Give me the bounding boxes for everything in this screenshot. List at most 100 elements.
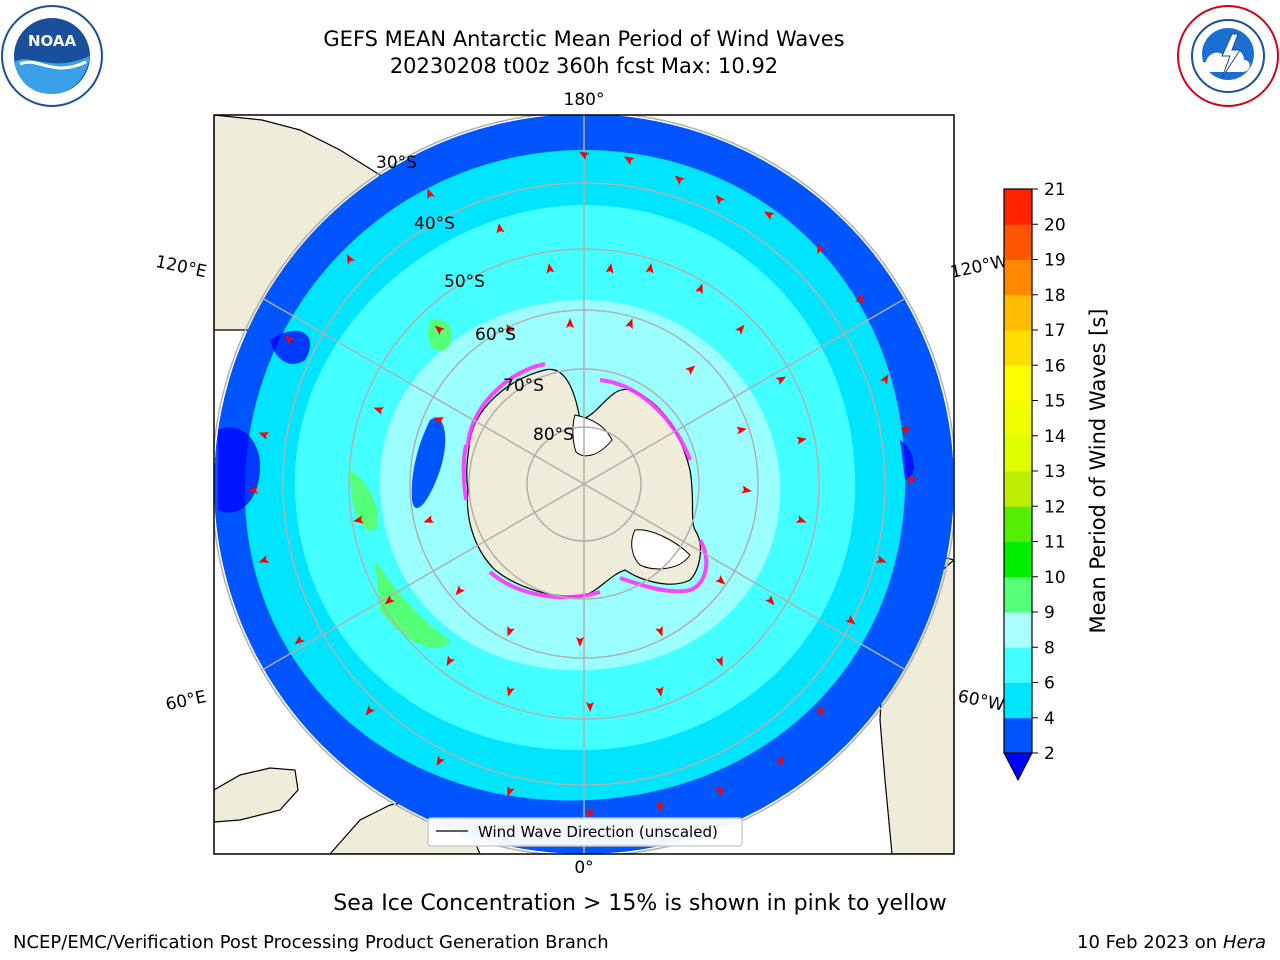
arrow bbox=[845, 615, 856, 625]
arrow bbox=[715, 575, 726, 585]
arrow bbox=[576, 637, 584, 647]
arrow bbox=[775, 755, 783, 767]
arrow bbox=[715, 655, 723, 667]
arrow bbox=[900, 426, 912, 435]
lon-label-120e: 120°E bbox=[154, 252, 209, 282]
colorbar-tick-label: 20 bbox=[1044, 215, 1066, 235]
lat-label-30s: 30°S bbox=[376, 153, 417, 173]
arrow bbox=[880, 373, 889, 385]
arrow bbox=[258, 432, 270, 440]
lat-label-40s: 40°S bbox=[414, 214, 455, 234]
colorbar-tick-label: 12 bbox=[1044, 497, 1066, 517]
colorbar-band bbox=[1004, 682, 1032, 719]
date-line: 10 Feb 2023 on Hera bbox=[1077, 932, 1266, 953]
arrow bbox=[625, 318, 633, 330]
colorbar-band bbox=[1004, 330, 1032, 366]
arrow bbox=[373, 407, 385, 415]
colorbar-ticks: 2 4 6 8 9 10 11 12 13 14 15 16 17 18 19 20 21 bbox=[1032, 180, 1066, 764]
legend-label: Wind Wave Direction (unscaled) bbox=[478, 823, 718, 841]
lon-label-60w: 60°W bbox=[956, 686, 1006, 715]
weddell-ice-shelf bbox=[631, 529, 691, 570]
colorbar-tick-label: 21 bbox=[1044, 180, 1066, 200]
colorbar-tick-label: 18 bbox=[1044, 286, 1066, 306]
arrow bbox=[655, 625, 663, 637]
arrow bbox=[796, 436, 807, 445]
ross-ice-shelf bbox=[572, 414, 613, 457]
sea-ice-note: Sea Ice Concentration > 15% is shown in … bbox=[333, 891, 947, 916]
arrow bbox=[685, 365, 696, 375]
arrow bbox=[855, 293, 864, 304]
lon-label-120w: 120°W bbox=[949, 251, 1010, 283]
arrow bbox=[817, 243, 825, 255]
colorbar-bands bbox=[1004, 189, 1032, 754]
arrow bbox=[795, 515, 807, 523]
arrow bbox=[623, 156, 635, 165]
arrow bbox=[434, 325, 445, 335]
arrow bbox=[546, 263, 555, 274]
credit-line: NCEP/EMC/Verification Post Processing Pr… bbox=[13, 932, 609, 953]
arrow bbox=[586, 702, 594, 712]
colorbar-band bbox=[1004, 189, 1032, 225]
arrow bbox=[578, 151, 590, 160]
arrow bbox=[586, 809, 594, 819]
arrow bbox=[605, 263, 614, 274]
colorbar-band bbox=[1004, 647, 1032, 683]
colorbar-band bbox=[1004, 576, 1032, 613]
sea-ice-edge bbox=[461, 362, 709, 600]
colorbar-band bbox=[1004, 259, 1032, 296]
colorbar: 2 4 6 8 9 10 11 12 13 14 15 16 17 18 19 20 21 Mean Perio… bbox=[1003, 180, 1110, 782]
chart-subtitle: 20230208 t00z 360h fcst Max: 10.92 bbox=[389, 54, 779, 78]
arrow bbox=[433, 417, 445, 425]
arrow bbox=[507, 625, 515, 637]
colorbar-tick-label: 10 bbox=[1044, 568, 1066, 588]
map-frame bbox=[214, 115, 954, 854]
arrow bbox=[715, 194, 725, 205]
period-zone-2-dark bbox=[218, 330, 915, 513]
colorbar-tick-label: 2 bbox=[1044, 744, 1055, 764]
arrow bbox=[248, 486, 258, 494]
arrow bbox=[507, 785, 515, 797]
arrow bbox=[763, 211, 775, 220]
arrow bbox=[775, 376, 787, 385]
graticule bbox=[214, 115, 954, 854]
map-legend: Wind Wave Direction (unscaled) bbox=[427, 817, 743, 847]
arrow bbox=[423, 515, 435, 523]
machine-name: Hera bbox=[1222, 932, 1266, 953]
colorbar-tick-label: 6 bbox=[1044, 674, 1055, 694]
arrow bbox=[765, 595, 775, 606]
colorbar-band bbox=[1004, 471, 1032, 507]
arrow bbox=[741, 485, 752, 494]
colorbar-tick-label: 14 bbox=[1044, 427, 1066, 447]
arrow bbox=[735, 324, 745, 335]
arrow bbox=[875, 555, 887, 563]
arrow bbox=[905, 477, 917, 485]
arrow bbox=[715, 786, 724, 797]
arrow bbox=[353, 515, 364, 524]
arrow bbox=[566, 318, 574, 328]
lat-label-60s: 60°S bbox=[475, 325, 516, 345]
nws-logo bbox=[1177, 5, 1279, 107]
arrow bbox=[496, 223, 505, 234]
colorbar-tick-label: 19 bbox=[1044, 251, 1066, 271]
noaa-logo: NOAA bbox=[1, 5, 103, 107]
colorbar-tick-label: 13 bbox=[1044, 462, 1066, 482]
arrow bbox=[645, 263, 654, 274]
colorbar-extend-triangle bbox=[1003, 752, 1033, 782]
colorbar-tick-label: 17 bbox=[1044, 321, 1066, 341]
arrow bbox=[365, 705, 375, 716]
arrow bbox=[258, 555, 270, 563]
arrow bbox=[506, 686, 515, 697]
arrow bbox=[674, 175, 685, 185]
colorbar-band bbox=[1004, 224, 1032, 260]
lon-label-180: 180° bbox=[564, 90, 605, 110]
arrow bbox=[346, 253, 355, 265]
arrow bbox=[655, 686, 664, 697]
arrow bbox=[455, 585, 465, 596]
wind-wave-arrows bbox=[248, 151, 917, 819]
colorbar-tick-label: 15 bbox=[1044, 392, 1066, 412]
lat-label-70s: 70°S bbox=[503, 376, 544, 396]
arrow bbox=[436, 755, 445, 767]
arrow bbox=[736, 426, 747, 435]
lat-label-50s: 50°S bbox=[444, 272, 485, 292]
